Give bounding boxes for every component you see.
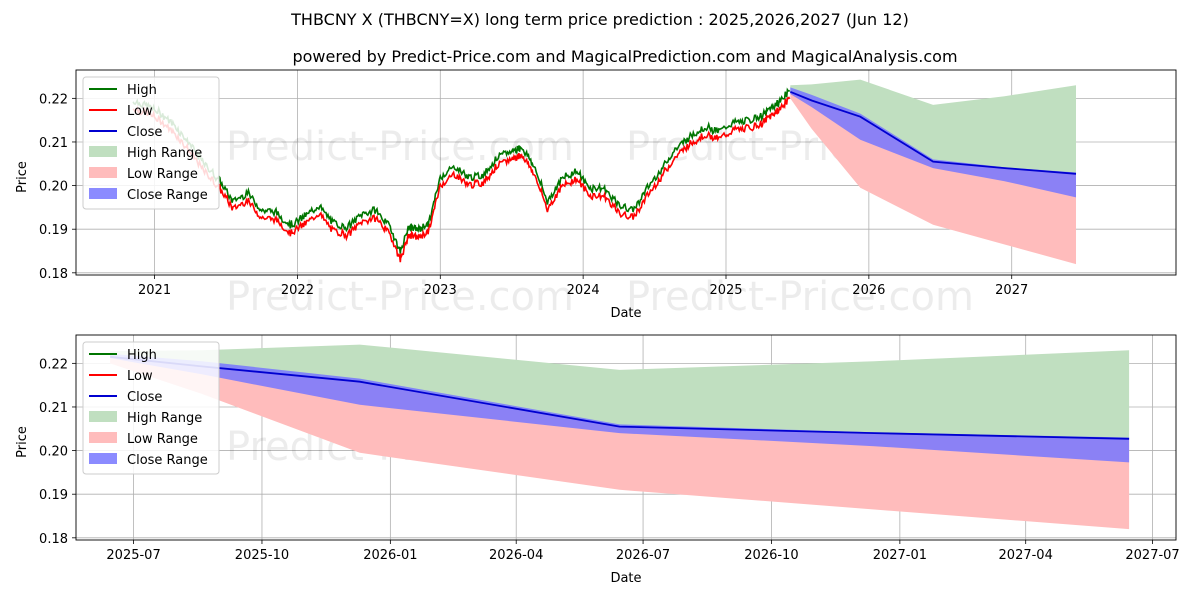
bottom-legend-low-range-swatch — [89, 432, 117, 443]
bottom-close-range-area — [110, 353, 1130, 463]
top-y-tick-label: 0.19 — [39, 223, 68, 238]
top-x-tick-label: 2027 — [995, 283, 1028, 298]
top-legend-high-label: High — [127, 83, 157, 98]
bottom-legend-close-range-swatch — [89, 453, 117, 464]
mid-watermark-right: Predict-Price.com — [626, 274, 974, 320]
bottom-panel: Predict-Price.com Predict-Price.com 2025… — [15, 334, 1180, 586]
bottom-x-tick-label: 2025-07 — [106, 548, 160, 563]
top-close-line — [789, 90, 1077, 175]
chart-subtitle: powered by Predict-Price.com and Magical… — [292, 47, 957, 66]
top-legend-high-range-swatch — [89, 146, 117, 157]
bottom-y-tick-label: 0.20 — [39, 445, 68, 460]
top-high-line — [132, 87, 791, 254]
bottom-x-tick-label: 2027-07 — [1125, 548, 1179, 563]
top-legend-close-range-swatch — [89, 188, 117, 199]
top-y-tick-label: 0.22 — [39, 92, 68, 107]
bottom-x-tick-label: 2026-07 — [616, 548, 670, 563]
bottom-y-axis-label: Price — [15, 426, 30, 458]
top-legend-low-label: Low — [127, 104, 153, 119]
bottom-legend-low-range-label: Low Range — [127, 432, 198, 447]
top-plot-frame — [75, 69, 1177, 276]
bottom-x-tick-label: 2027-01 — [873, 548, 927, 563]
bottom-x-tick-label: 2027-04 — [999, 548, 1053, 563]
top-legend-high-range-label: High Range — [127, 146, 202, 161]
top-x-axis-label: Date — [610, 306, 641, 321]
mid-watermark-left: Predict-Price.com — [226, 274, 574, 320]
bottom-y-tick-label: 0.18 — [39, 532, 68, 547]
bottom-x-axis-label: Date — [610, 571, 641, 586]
top-y-axis-label: Price — [15, 161, 30, 193]
top-x-tick-label: 2026 — [852, 283, 885, 298]
top-x-tick-label: 2022 — [281, 283, 314, 298]
bottom-legend-low-label: Low — [127, 369, 153, 384]
bottom-y-tick-label: 0.21 — [39, 401, 68, 416]
bottom-x-tick-label: 2026-01 — [363, 548, 417, 563]
bottom-legend-close-range-label: Close Range — [127, 453, 208, 468]
bottom-legend-high-range-label: High Range — [127, 411, 202, 426]
bottom-y-tick-label: 0.19 — [39, 488, 68, 503]
top-legend-low-range-swatch — [89, 167, 117, 178]
top-close-range-area — [790, 87, 1076, 198]
top-low-line — [132, 96, 791, 263]
top-legend-close-label: Close — [127, 125, 162, 140]
top-legend-low-range-label: Low Range — [127, 167, 198, 182]
bottom-legend-high-label: High — [127, 348, 157, 363]
top-x-tick-label: 2021 — [138, 283, 171, 298]
bottom-legend-close-label: Close — [127, 390, 162, 405]
top-watermark-left: Predict-Price.com — [226, 124, 574, 170]
bottom-plot-frame — [75, 334, 1177, 541]
top-x-tick-label: 2023 — [424, 283, 457, 298]
top-panel: Predict-Price.com Predict-Price.com Pred… — [15, 69, 1177, 321]
top-legend: High Low Close High Range Low Range Clos… — [82, 76, 220, 210]
top-y-tick-label: 0.18 — [39, 267, 68, 282]
top-y-tick-label: 0.21 — [39, 136, 68, 151]
top-x-tick-label: 2024 — [567, 283, 600, 298]
bottom-legend-high-range-swatch — [89, 411, 117, 422]
bottom-x-tick-label: 2025-10 — [235, 548, 289, 563]
top-x-tick-label: 2025 — [709, 283, 742, 298]
chart-title: THBCNY X (THBCNY=X) long term price pred… — [290, 10, 909, 29]
bottom-high-range-area — [110, 344, 1130, 439]
top-high-range-area — [790, 79, 1076, 174]
bottom-legend: High Low Close High Range Low Range Clos… — [82, 341, 220, 475]
top-legend-close-range-label: Close Range — [127, 188, 208, 203]
bottom-x-tick-label: 2026-04 — [489, 548, 543, 563]
top-y-tick-label: 0.20 — [39, 180, 68, 195]
bottom-x-tick-label: 2026-10 — [744, 548, 798, 563]
bottom-y-tick-label: 0.22 — [39, 357, 68, 372]
